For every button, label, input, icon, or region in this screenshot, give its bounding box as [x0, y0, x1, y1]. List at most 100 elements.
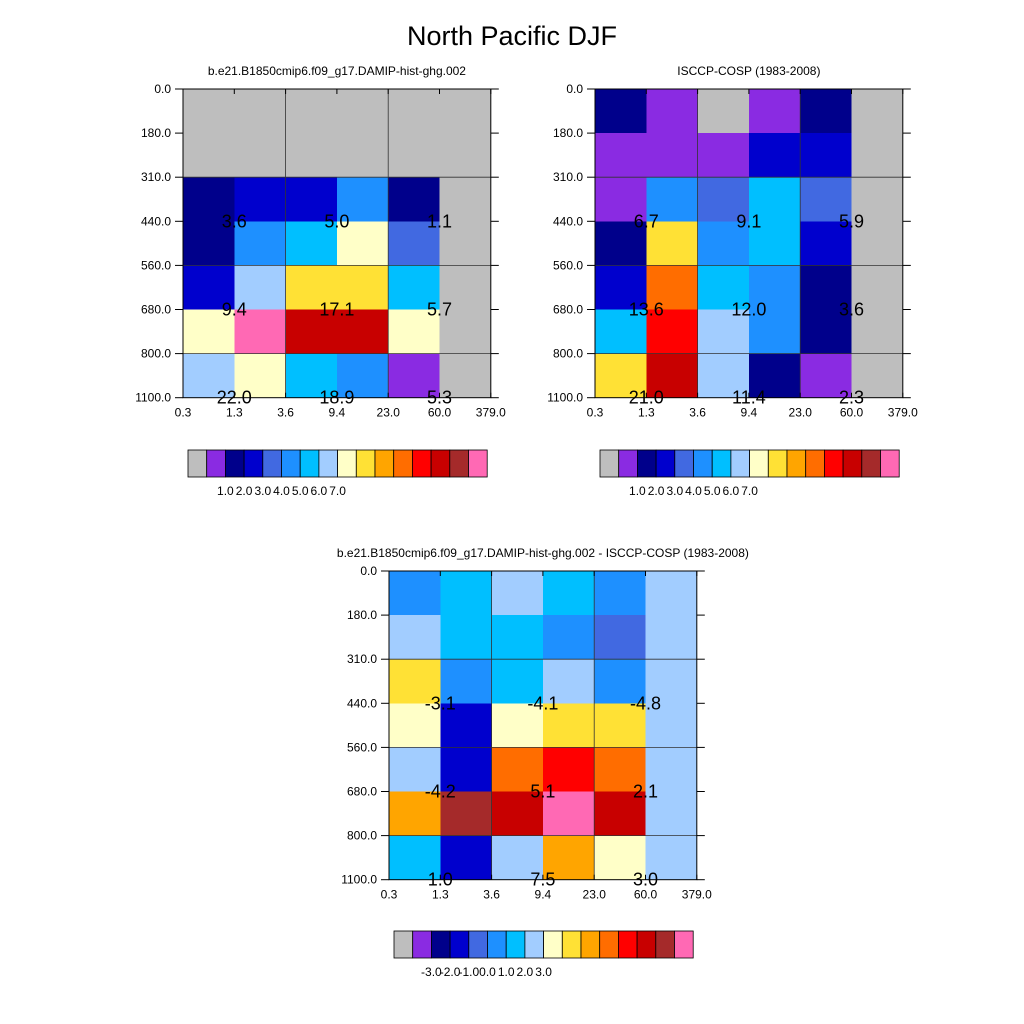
- cell-value-label: 6.7: [634, 211, 659, 231]
- heatmap-cell: [234, 265, 286, 310]
- colorbar-swatch: [505, 930, 526, 959]
- heatmap-cell: [389, 703, 441, 748]
- heatmap-cell: [285, 221, 338, 266]
- colorbar-swatch: [561, 930, 582, 959]
- heatmap-cell: [183, 177, 235, 222]
- heatmap-cell: [183, 353, 235, 399]
- colorbar-tick-label: 6.0: [311, 484, 328, 498]
- panel-title: b.e21.B1850cmip6.f09_g17.DAMIP-hist-ghg.…: [208, 64, 466, 78]
- x-tick-label: 1.3: [226, 406, 243, 420]
- heatmap-cell: [439, 221, 492, 266]
- colorbar-swatch: [674, 930, 694, 959]
- x-tick-label: 23.0: [377, 406, 401, 420]
- colorbar-swatch: [318, 449, 338, 478]
- heatmap-cell: [389, 659, 441, 704]
- x-tick-label: 23.0: [583, 888, 607, 902]
- colorbar-tick-label: 1.0: [498, 965, 515, 979]
- y-tick-label: 440.0: [347, 696, 377, 710]
- cell-value-label: -4.2: [425, 782, 456, 802]
- heatmap-cell: [851, 309, 904, 354]
- cell-value-label: 2.3: [839, 388, 864, 408]
- colorbar-swatch: [749, 449, 769, 478]
- colorbar-tick-label: 2.0: [517, 965, 534, 979]
- heatmap-cell: [851, 353, 904, 399]
- cell-value-label: 5.0: [324, 211, 349, 231]
- y-tick-label: 310.0: [141, 170, 171, 184]
- colorbar-swatch: [824, 449, 844, 478]
- heatmap-cell: [542, 791, 595, 836]
- colorbar-swatch: [430, 930, 451, 959]
- heatmap-cell: [594, 747, 646, 792]
- y-tick-label: 680.0: [553, 303, 583, 317]
- heatmap-cell: [388, 353, 440, 399]
- colorbar-swatch: [299, 449, 320, 478]
- cell-value-label: 18.9: [319, 388, 354, 408]
- heatmap-cell: [183, 133, 235, 178]
- heatmap-cell: [646, 133, 698, 178]
- cell-value-label: 21.0: [629, 388, 664, 408]
- heatmap-cell: [439, 89, 492, 134]
- heatmap-cell: [388, 265, 440, 310]
- colorbar-swatch: [281, 449, 301, 478]
- y-tick-label: 0.0: [360, 564, 377, 578]
- y-tick-label: 560.0: [553, 258, 583, 272]
- cell-value-label: 3.6: [222, 211, 247, 231]
- colorbar-swatch: [637, 449, 657, 478]
- colorbar-tick-label: -2.0: [440, 965, 461, 979]
- heatmap-cell: [748, 133, 801, 178]
- heatmap-cell: [851, 177, 904, 222]
- y-tick-label: 180.0: [141, 126, 171, 140]
- colorbar-swatch: [636, 930, 657, 959]
- heatmap-cell: [440, 835, 492, 881]
- colorbar-swatch: [374, 449, 395, 478]
- colorbar-tick-label: 1.0: [217, 484, 234, 498]
- heatmap-cell: [491, 615, 544, 660]
- heatmap-cell: [646, 265, 698, 310]
- colorbar-tick-label: 2.0: [648, 484, 665, 498]
- colorbar-swatch: [730, 449, 751, 478]
- colorbar-swatch: [355, 449, 376, 478]
- colorbar-swatch: [786, 449, 807, 478]
- heatmap-cell: [697, 133, 750, 178]
- colorbar-tick-label: 1.0: [629, 484, 646, 498]
- heatmap-cell: [389, 615, 441, 660]
- heatmap-cell: [542, 835, 595, 881]
- heatmap-panel-1: 0.3 1.3 3.6 9.4 23.0 60.0 379.0 0.0 180.0 310.0 44…: [135, 64, 506, 498]
- heatmap-cell: [851, 133, 904, 178]
- heatmap-cell: [491, 835, 544, 881]
- heatmap-cell: [697, 177, 750, 222]
- heatmap-cell: [389, 571, 441, 616]
- x-tick-label: 3.6: [689, 406, 706, 420]
- heatmap-cell: [697, 89, 750, 134]
- heatmap-cell: [389, 791, 441, 836]
- colorbar-swatch: [805, 449, 825, 478]
- colorbar-swatch: [618, 449, 638, 478]
- y-tick-label: 0.0: [566, 82, 583, 96]
- heatmap-cell: [748, 309, 801, 354]
- heatmap-cell: [234, 133, 286, 178]
- colorbar-swatch: [655, 930, 675, 959]
- x-tick-label: 379.0: [888, 406, 918, 420]
- heatmap-cell: [748, 265, 801, 310]
- heatmap-cell: [851, 265, 904, 310]
- colorbar-swatch: [543, 930, 563, 959]
- y-tick-label: 310.0: [347, 652, 377, 666]
- heatmap-cell: [440, 659, 492, 704]
- heatmap-cell: [336, 309, 389, 354]
- heatmap-cell: [336, 177, 389, 222]
- colorbar-tick-label: 7.0: [741, 484, 758, 498]
- x-tick-label: 0.3: [381, 888, 398, 902]
- y-tick-label: 800.0: [553, 347, 583, 361]
- heatmap-cell: [645, 703, 698, 748]
- heatmap-cell: [595, 89, 647, 134]
- heatmap-cell: [645, 571, 698, 616]
- heatmap-cell: [440, 791, 492, 836]
- heatmap-cell: [285, 177, 338, 222]
- x-tick-label: 0.3: [587, 406, 604, 420]
- colorbar-tick-label: 4.0: [273, 484, 290, 498]
- heatmap-cell: [285, 353, 338, 399]
- panel-title: ISCCP-COSP (1983-2008): [677, 64, 820, 78]
- heatmap-cell: [234, 221, 286, 266]
- heatmap-cell: [646, 221, 698, 266]
